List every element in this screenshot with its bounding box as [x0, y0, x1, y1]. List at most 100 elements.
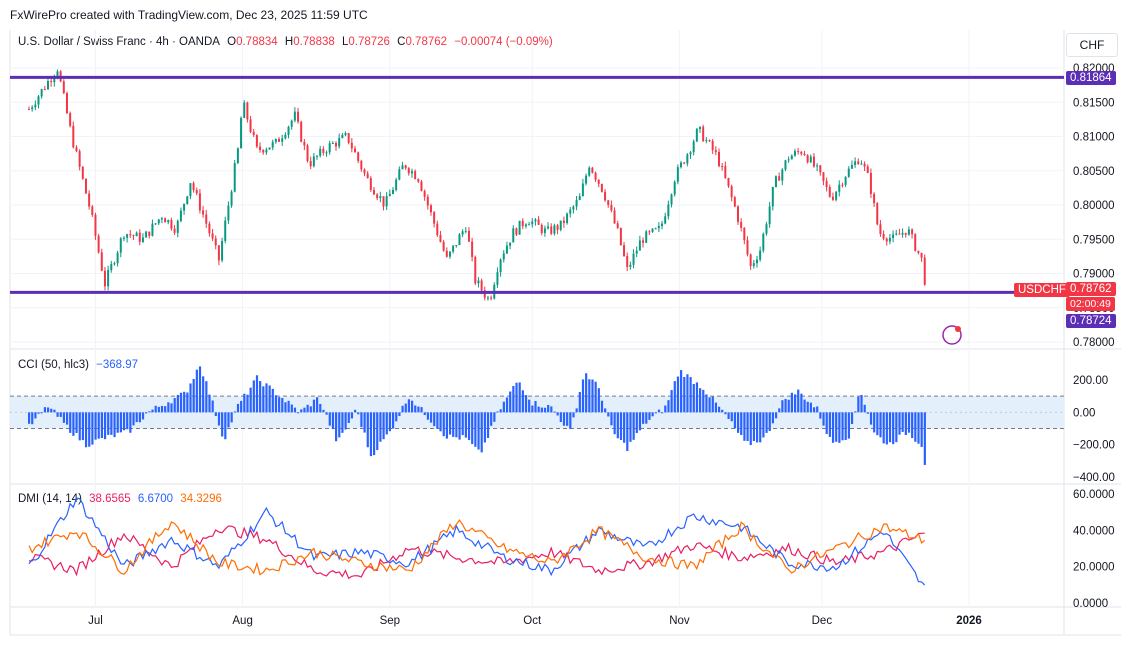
candle-body	[97, 235, 100, 253]
candle-body	[635, 250, 638, 254]
candle-body	[616, 223, 619, 228]
cci-bar	[515, 382, 518, 413]
candle-body	[860, 163, 863, 165]
candle-body	[417, 179, 420, 182]
candle-body	[499, 259, 502, 273]
cci-bar	[493, 412, 496, 422]
cci-bar	[69, 412, 72, 433]
candle-body	[892, 234, 895, 238]
cci-bar	[496, 411, 499, 413]
cci-bar	[439, 412, 442, 432]
candle-body	[879, 224, 882, 234]
candle-body	[372, 189, 375, 195]
candle-body	[110, 263, 113, 271]
cci-bar	[518, 382, 521, 413]
symbol-label[interactable]: U.S. Dollar / Swiss Franc · 4h · OANDA	[18, 36, 220, 48]
candle-body	[474, 256, 477, 284]
cci-bar	[505, 397, 509, 413]
candle-body	[838, 184, 841, 192]
cci-bar	[480, 412, 483, 453]
cci-bar	[895, 412, 898, 443]
candle-body	[667, 204, 670, 217]
candle-body	[512, 228, 515, 243]
cci-bar	[103, 412, 107, 440]
candle-body	[854, 161, 857, 165]
candle-body	[211, 233, 214, 239]
candle-body	[471, 241, 474, 257]
candle-body	[455, 245, 458, 247]
cci-bar	[629, 412, 632, 442]
candle-body	[901, 232, 904, 235]
candle-body	[632, 253, 635, 265]
candle-body	[312, 156, 315, 167]
cci-bar	[290, 404, 293, 413]
candle-body	[410, 171, 413, 174]
cci-bar	[749, 412, 752, 446]
candle-body	[205, 214, 208, 224]
cci-bar	[863, 404, 866, 413]
cci-bar	[654, 412, 657, 414]
cci-label[interactable]: CCI (50, hlc3)	[18, 359, 89, 371]
cci-bar	[94, 412, 97, 440]
cci-bar	[319, 403, 322, 413]
candle-body	[550, 226, 553, 234]
candle-body	[265, 149, 268, 153]
cci-bar	[841, 412, 844, 441]
candle-body	[661, 223, 664, 227]
candle-body	[268, 147, 271, 150]
cci-bar	[680, 370, 683, 413]
open-value: 0.78834	[236, 36, 278, 48]
candle-body	[806, 155, 809, 163]
candle-body	[812, 156, 815, 167]
cci-bar	[420, 407, 423, 413]
candle-body	[154, 223, 157, 225]
candle-body	[702, 126, 705, 142]
candle-body	[873, 193, 876, 204]
currency-button[interactable]: CHF	[1066, 33, 1118, 57]
candle-body	[917, 250, 920, 253]
candle-body	[255, 135, 258, 147]
cci-bar	[458, 412, 461, 440]
candle-body	[439, 235, 442, 242]
cci-bar	[268, 385, 271, 413]
cci-bar	[490, 412, 493, 426]
cci-bar	[483, 412, 486, 443]
candle-body	[461, 231, 464, 235]
cci-bar	[604, 408, 607, 413]
cci-bar	[385, 412, 388, 435]
candle-body	[755, 259, 758, 264]
candle-body	[654, 228, 657, 230]
candle-body	[800, 152, 803, 154]
candle-body	[828, 187, 831, 197]
cci-bar	[800, 393, 803, 413]
cci-bar	[676, 376, 680, 413]
dmi-label[interactable]: DMI (14, 14)	[18, 493, 82, 505]
candle-body	[543, 228, 546, 234]
candle-body	[252, 131, 255, 136]
cci-bar	[233, 411, 236, 413]
candle-body	[347, 133, 350, 143]
candle-body	[75, 147, 78, 152]
cci-bar	[626, 412, 629, 452]
adx-line	[28, 519, 926, 576]
candle-body	[138, 232, 141, 242]
cci-bar	[699, 388, 702, 413]
candle-body	[69, 113, 72, 126]
candle-body	[857, 161, 860, 165]
candle-body	[607, 200, 610, 205]
cci-bar	[708, 397, 711, 413]
cci-bar	[474, 412, 477, 447]
chart-credit: FxWirePro created with TradingView.com, …	[10, 8, 368, 22]
candle-body	[645, 231, 648, 243]
cci-bar	[594, 381, 597, 413]
cci-bar	[186, 392, 189, 413]
cci-bar	[423, 412, 426, 416]
candle-body	[914, 234, 917, 251]
candle-body	[331, 142, 334, 144]
candle-body	[404, 165, 407, 169]
cci-bar	[227, 412, 230, 428]
candle-body	[727, 177, 730, 187]
cci-bar	[759, 412, 762, 443]
cci-bar	[379, 412, 382, 442]
